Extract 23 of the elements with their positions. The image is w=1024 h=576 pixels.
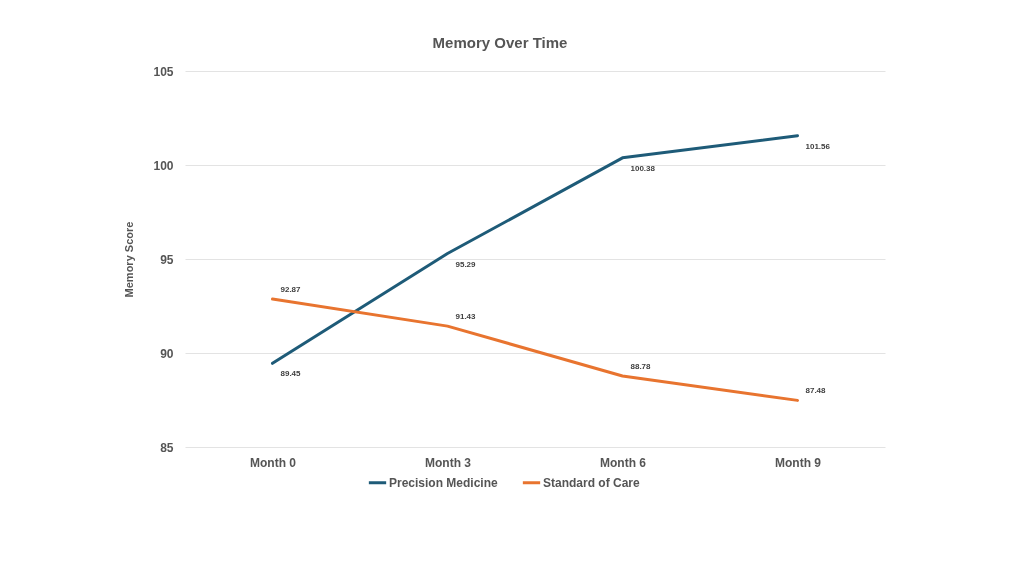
data-label: 95.29 — [455, 259, 477, 269]
data-label: 89.45 — [280, 369, 302, 379]
y-tick-label: 90 — [160, 346, 174, 361]
data-label: 92.87 — [280, 285, 302, 295]
legend-label: Precision Medicine — [389, 475, 499, 490]
line-series — [271, 134, 799, 365]
data-label: 87.48 — [805, 386, 827, 396]
x-tick-label: Month 0 — [250, 455, 297, 470]
x-tick-label: Month 6 — [600, 455, 647, 470]
data-label: 91.43 — [455, 312, 477, 322]
x-tick-label: Month 9 — [775, 455, 822, 470]
y-tick-label: 85 — [160, 440, 174, 455]
x-tick-label: Month 3 — [425, 455, 472, 470]
data-label: 88.78 — [630, 361, 652, 371]
y-tick-label: 105 — [153, 64, 174, 79]
legend-label: Standard of Care — [543, 475, 641, 490]
data-label: 101.56 — [805, 141, 831, 151]
y-axis-title: Memory Score — [123, 221, 136, 298]
line-series — [271, 297, 799, 402]
chart-title: Memory Over Time — [432, 34, 568, 51]
data-label: 100.38 — [630, 163, 656, 173]
y-tick-label: 100 — [153, 158, 174, 173]
y-tick-label: 95 — [160, 252, 174, 267]
